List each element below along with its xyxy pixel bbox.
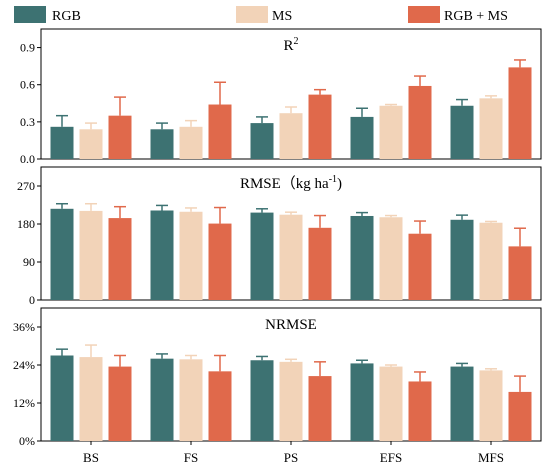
panel-2: RMSE（kg ha-1) 0 90 180 270 (17, 166, 542, 307)
bar (179, 359, 203, 441)
legend-swatch (236, 6, 268, 23)
bar (450, 105, 474, 159)
y-tick-label: 270 (17, 179, 35, 193)
bar (379, 366, 403, 441)
bar (108, 218, 132, 300)
bar (308, 376, 332, 441)
y-tick-label: 0.9 (20, 41, 35, 55)
bar (179, 211, 203, 300)
bar (308, 227, 332, 300)
bar (250, 123, 274, 159)
y-tick-label: 0.6 (20, 78, 35, 92)
bar (50, 126, 74, 159)
legend: RGB MS RGB + MS (14, 6, 508, 24)
bar (450, 366, 474, 441)
legend-item: RGB (14, 6, 81, 24)
y-tick-label: 24% (13, 358, 35, 372)
bar (79, 129, 103, 159)
bar (79, 210, 103, 300)
bar (250, 212, 274, 300)
bar (479, 370, 503, 441)
bar (479, 98, 503, 159)
bar (508, 246, 532, 300)
bar (408, 381, 432, 441)
y-tick-label: 0% (19, 434, 35, 448)
y-tick-label: 12% (13, 396, 35, 410)
bar (508, 391, 532, 441)
bar (279, 113, 303, 159)
legend-label: RGB + MS (444, 9, 508, 24)
y-tick-label: 0.3 (20, 115, 35, 129)
bar (108, 115, 132, 159)
legend-swatch (14, 6, 46, 23)
chart-panels: R2 0.0 0.3 0.6 0.9 RMSE（kg ha-1) 0 90 180 270 NRMS… (13, 28, 542, 448)
panel-1: R2 0.0 0.3 0.6 0.9 (20, 28, 542, 166)
x-tick-label: FS (184, 450, 198, 465)
panel-title: NRMSE (265, 317, 317, 333)
bar (50, 355, 74, 441)
category-axis: BS FS PS EFS MFS (83, 441, 504, 465)
x-tick-label: PS (284, 450, 298, 465)
y-tick-label: 180 (17, 217, 35, 231)
bar (379, 105, 403, 159)
legend-label: MS (272, 9, 292, 24)
legend-item: RGB + MS (408, 6, 508, 24)
bar (379, 217, 403, 300)
legend-item: MS (236, 6, 292, 24)
bar (408, 85, 432, 159)
bar (408, 233, 432, 300)
bar (279, 214, 303, 300)
bar (208, 223, 232, 300)
x-tick-label: BS (83, 450, 99, 465)
bar (350, 363, 374, 441)
bar (79, 357, 103, 441)
x-tick-label: MFS (478, 450, 504, 465)
bar (150, 210, 174, 300)
legend-label: RGB (52, 9, 81, 24)
x-tick-label: EFS (380, 450, 402, 465)
bar (350, 215, 374, 300)
y-tick-label: 0 (29, 293, 35, 307)
panel-title: R2 (283, 36, 298, 54)
bar (208, 104, 232, 159)
bar (250, 360, 274, 441)
y-tick-label: 36% (13, 320, 35, 334)
panel-title: RMSE（kg ha-1) (240, 174, 342, 192)
bar (279, 361, 303, 441)
bar (450, 219, 474, 300)
bar (50, 208, 74, 300)
bar (208, 371, 232, 441)
bar (308, 94, 332, 159)
bar (508, 67, 532, 159)
legend-swatch (408, 6, 440, 23)
bar (179, 126, 203, 159)
bar (350, 116, 374, 159)
y-tick-label: 0.0 (20, 152, 35, 166)
bar (479, 222, 503, 300)
y-tick-label: 90 (23, 255, 35, 269)
bar (108, 366, 132, 441)
bar (150, 129, 174, 159)
bar (150, 358, 174, 441)
panel-3: NRMSE 0% 12% 24% 36% (13, 307, 542, 448)
